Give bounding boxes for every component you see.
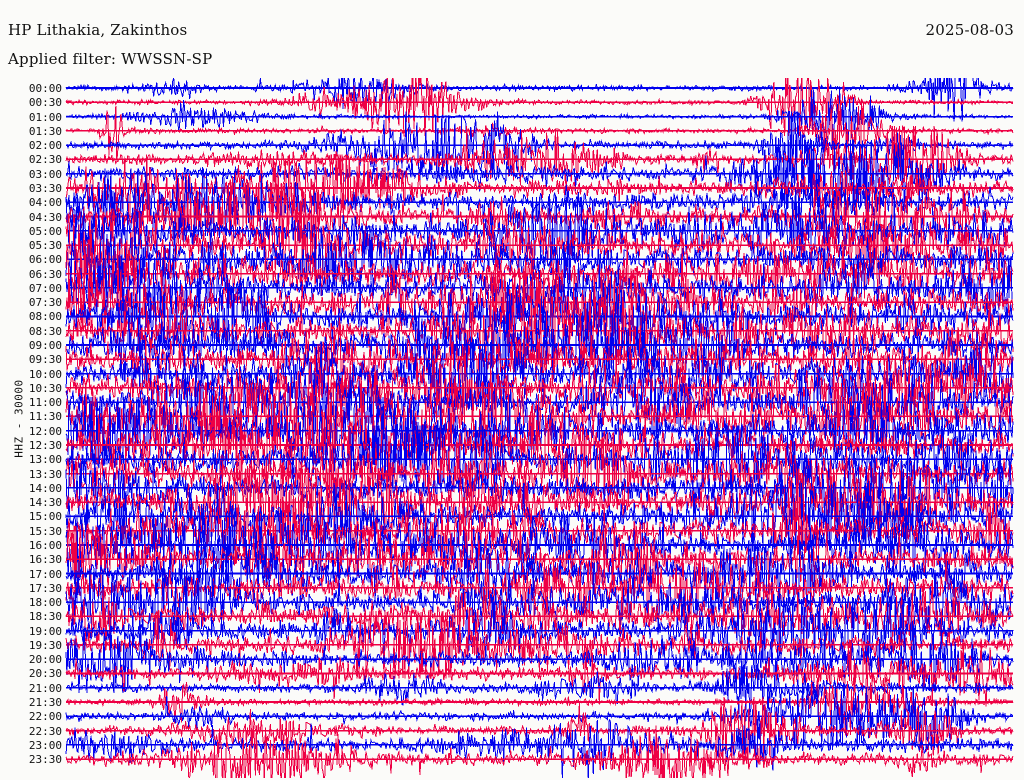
trace-row (65, 311, 1014, 379)
trace-row (65, 582, 1014, 650)
time-label: 07:00 (28, 281, 62, 295)
time-label: 17:00 (28, 567, 62, 581)
time-label: 13:00 (28, 453, 62, 467)
trace-row (65, 713, 1014, 778)
time-label: 01:30 (28, 124, 62, 138)
trace-row (65, 125, 1014, 194)
time-label: 23:30 (28, 753, 62, 767)
time-label: 06:00 (28, 253, 62, 267)
time-label: 22:30 (28, 724, 62, 738)
trace-row (65, 339, 1014, 408)
time-label: 02:30 (28, 153, 62, 167)
trace-row (65, 497, 1014, 565)
time-label: 23:00 (28, 738, 62, 752)
time-label: 03:00 (28, 167, 62, 181)
helicorder-plot: 00:00 00:30 01:00 01:30 02:00 02:30 03:00 03:30… (0, 78, 1024, 778)
time-label: 21:30 (28, 696, 62, 710)
time-label: 15:00 (28, 510, 62, 524)
time-label: 14:30 (28, 496, 62, 510)
time-label: 08:30 (28, 324, 62, 338)
time-label: 03:30 (28, 181, 62, 195)
trace-row (65, 725, 1014, 778)
time-label: 07:30 (28, 296, 62, 310)
time-label: 19:30 (28, 638, 62, 652)
trace-row (65, 254, 1014, 322)
time-label: 19:00 (28, 624, 62, 638)
time-label: 20:30 (28, 667, 62, 681)
time-label: 04:00 (28, 196, 62, 210)
time-label: 00:00 (28, 82, 62, 95)
time-label: 16:30 (28, 553, 62, 567)
page-title: HP Lithakia, Zakinthos (8, 21, 188, 39)
time-label: 13:30 (28, 467, 62, 481)
time-label: 12:00 (28, 424, 62, 438)
time-label: 00:30 (28, 96, 62, 110)
trace-row (65, 639, 1014, 707)
time-label: 09:30 (28, 353, 62, 367)
time-label: 06:30 (28, 267, 62, 281)
time-label: 14:00 (28, 481, 62, 495)
trace-row (65, 567, 1014, 637)
time-label: 18:00 (28, 596, 62, 610)
time-label: 10:00 (28, 367, 62, 381)
applied-filter-label: Applied filter: WWSSN-SP (8, 50, 213, 68)
time-label: 22:00 (28, 710, 62, 724)
time-label: 20:00 (28, 653, 62, 667)
time-label: 02:00 (28, 139, 62, 153)
trace-row (65, 325, 1014, 393)
time-label: 04:30 (28, 210, 62, 224)
time-label: 12:30 (28, 439, 62, 452)
time-label: 18:30 (28, 610, 62, 624)
time-label: 08:00 (28, 310, 62, 324)
date-label: 2025-08-03 (925, 21, 1014, 39)
trace-row (65, 525, 1014, 594)
time-label: 15:30 (28, 524, 62, 538)
trace-row (65, 111, 1014, 179)
time-label: 05:30 (28, 239, 62, 253)
seismic-traces (65, 78, 1014, 778)
time-label: 10:30 (28, 381, 62, 395)
time-label: 11:30 (28, 410, 62, 424)
time-label: 21:00 (28, 681, 62, 695)
time-label: 05:00 (28, 224, 62, 238)
time-label: 11:00 (28, 396, 62, 410)
time-label: 01:00 (28, 110, 62, 124)
time-label: 16:00 (28, 538, 62, 552)
trace-row (65, 596, 1014, 666)
trace-row (65, 553, 1014, 622)
time-label: 17:30 (28, 581, 62, 595)
trace-row (65, 211, 1014, 280)
time-label: 09:00 (28, 339, 62, 353)
